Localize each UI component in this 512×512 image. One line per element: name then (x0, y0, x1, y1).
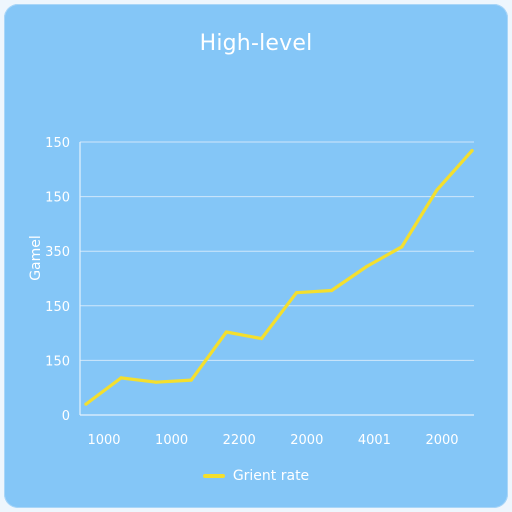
legend-swatch (202, 474, 225, 478)
data-point (330, 288, 334, 293)
legend-label: Grient rate (232, 468, 310, 484)
data-point (294, 291, 299, 295)
y-tick-label: 350 (45, 245, 70, 260)
y-tick-labels: 0 150 150 350 150 150 (45, 136, 70, 424)
y-tick-label: 150 (45, 191, 70, 206)
x-tick-label: 2200 (223, 433, 256, 448)
x-tick-labels: 1000 1000 2200 2000 4001 2000 (87, 433, 458, 448)
x-tick-label: 2000 (290, 433, 323, 448)
data-point (84, 402, 88, 406)
data-point (470, 149, 474, 153)
chart-title: High-level (199, 31, 313, 56)
data-point (224, 330, 228, 334)
series-line (84, 149, 474, 406)
data-point (435, 188, 439, 192)
x-tick-label: 1000 (87, 433, 120, 448)
y-tick-label: 150 (45, 136, 70, 151)
chart-card (4, 4, 508, 508)
y-tick-label: 150 (45, 354, 70, 369)
data-point (189, 378, 193, 382)
data-point (259, 336, 264, 341)
y-tick-label: 150 (45, 300, 70, 315)
x-tick-label: 1000 (155, 433, 188, 448)
x-tick-label: 2000 (425, 433, 458, 448)
x-tick-label: 4001 (358, 433, 391, 448)
series-lines (84, 149, 474, 406)
data-point (154, 380, 158, 384)
grid-lines (80, 141, 474, 361)
y-tick-label: 0 (62, 409, 70, 424)
data-point (400, 245, 404, 249)
axes (79, 142, 474, 416)
legend: Grient rate (0, 468, 512, 484)
data-point (119, 376, 123, 380)
data-point (365, 264, 369, 269)
